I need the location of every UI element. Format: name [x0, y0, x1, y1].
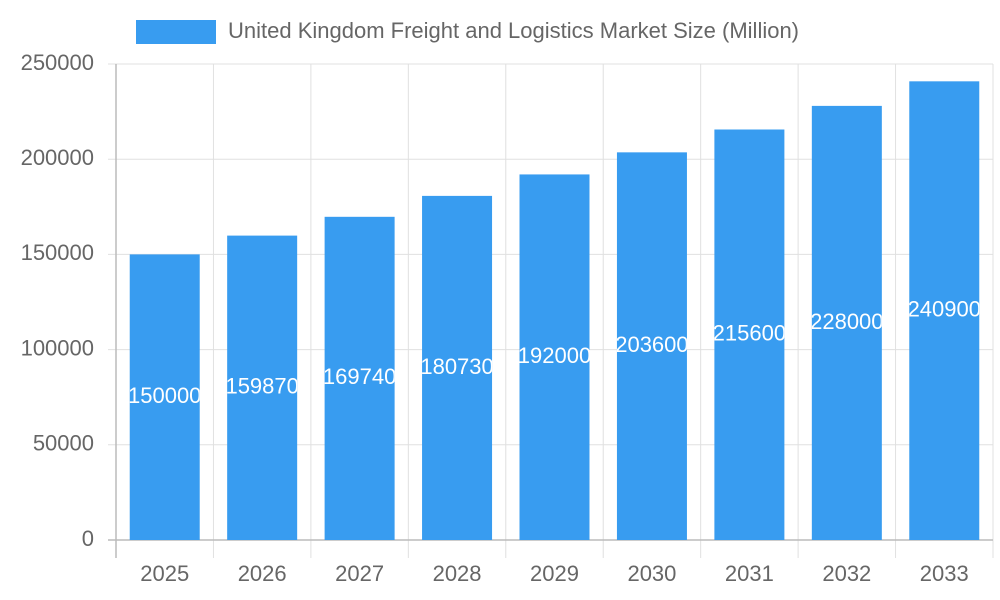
y-tick-label: 250000	[21, 50, 94, 75]
x-tick-label: 2029	[530, 561, 579, 586]
value-label: 192000	[518, 343, 591, 368]
bar	[422, 195, 493, 540]
y-tick-label: 0	[82, 526, 94, 551]
value-label: 180730	[420, 354, 493, 379]
value-label: 240900	[908, 296, 981, 321]
x-tick-label: 2033	[920, 561, 969, 586]
bar	[714, 129, 785, 540]
bar	[324, 216, 395, 540]
value-label: 215600	[713, 321, 786, 346]
bar	[616, 152, 687, 541]
bar	[227, 235, 298, 540]
y-tick-label: 200000	[21, 145, 94, 170]
legend-swatch	[136, 20, 216, 44]
x-tick-label: 2026	[238, 561, 287, 586]
value-label: 228000	[810, 309, 883, 334]
bar	[519, 174, 590, 540]
x-tick-label: 2030	[627, 561, 676, 586]
value-label: 203600	[615, 332, 688, 357]
x-tick-label: 2028	[433, 561, 482, 586]
legend-label: United Kingdom Freight and Logistics Mar…	[228, 18, 799, 43]
value-label: 159870	[225, 374, 298, 399]
y-tick-label: 100000	[21, 335, 94, 360]
bar	[909, 81, 980, 540]
value-label: 150000	[128, 383, 201, 408]
x-tick-label: 2027	[335, 561, 384, 586]
bar	[129, 254, 200, 540]
y-tick-label: 150000	[21, 240, 94, 265]
value-label: 169740	[323, 364, 396, 389]
x-tick-label: 2031	[725, 561, 774, 586]
x-tick-label: 2032	[822, 561, 871, 586]
bar	[811, 105, 882, 540]
y-tick-label: 50000	[33, 431, 94, 456]
x-tick-label: 2025	[140, 561, 189, 586]
